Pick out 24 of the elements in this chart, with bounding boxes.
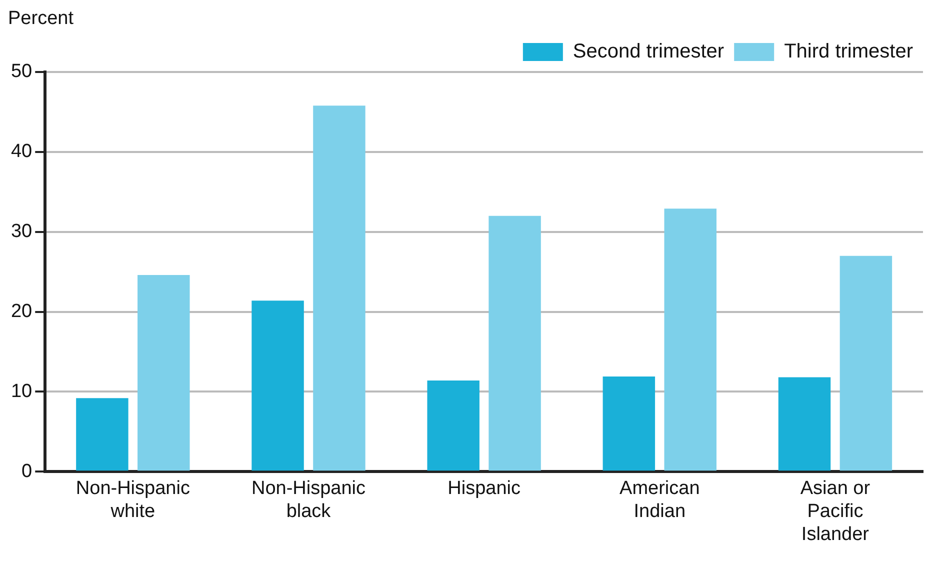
- y-tick-label: 30: [10, 221, 32, 242]
- y-tick-label: 0: [22, 460, 32, 482]
- bar: [427, 380, 480, 471]
- x-tick-label: American Indian: [620, 478, 700, 522]
- y-tick-label: 20: [10, 300, 32, 322]
- bar: [778, 377, 831, 471]
- legend-label: Third trimester: [784, 40, 914, 63]
- bar: [252, 300, 304, 471]
- x-tick-label: Hispanic: [448, 478, 521, 500]
- bar: [76, 398, 128, 471]
- x-tick-label: Asian or Pacific Islander: [800, 478, 871, 545]
- bar: [313, 106, 366, 471]
- bar: [138, 274, 190, 471]
- x-tick-label: Non-Hispanic black: [251, 478, 366, 522]
- legend-label: Second trimester: [572, 40, 724, 63]
- x-tick-label: Non-Hispanic white: [76, 478, 190, 522]
- y-axis-title: Percent: [8, 8, 74, 31]
- bar: [602, 376, 656, 471]
- y-tick-label: 10: [10, 380, 32, 402]
- bar: [840, 256, 892, 471]
- bar: [664, 208, 716, 471]
- y-tick-label: 40: [10, 141, 32, 162]
- bar: [488, 216, 541, 471]
- y-tick-label: 50: [10, 61, 32, 82]
